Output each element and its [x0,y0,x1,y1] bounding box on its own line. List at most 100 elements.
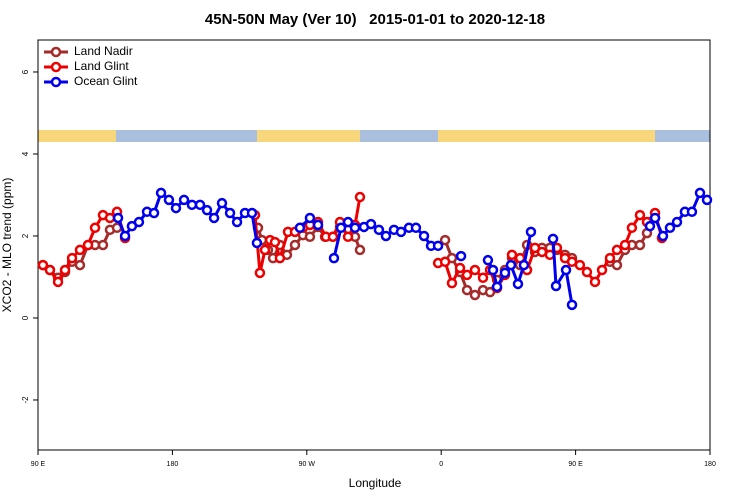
data-point [671,216,683,228]
data-point [178,194,190,206]
data-point [550,280,562,292]
data-point [596,264,608,276]
data-point [439,234,451,246]
land-strip [438,130,655,142]
data-point [294,222,306,234]
data-point [664,222,676,234]
data-point [518,259,530,271]
data-point [52,276,64,288]
data-point [446,277,458,289]
data-point [686,206,698,218]
data-point [461,284,473,296]
data-point [231,216,243,228]
y-tick-label: 4 [21,151,30,156]
data-point [328,252,340,264]
map-strip [38,130,710,142]
data-point [506,249,518,261]
y-tick-label: 6 [21,69,30,74]
data-point [148,207,160,219]
land-strip [38,130,116,142]
data-point [246,207,258,219]
data-point [634,239,646,251]
y-tick-label: 2 [21,233,30,238]
data-point [395,226,407,238]
data-point [186,199,198,211]
plot-frame [37,39,711,451]
data-point [469,289,481,301]
data-point [201,204,213,216]
y-tick-label: -2 [21,396,30,404]
data-point [365,218,377,230]
data-point [170,202,182,214]
data-point [342,216,354,228]
data-point [410,222,422,234]
data-point [304,231,316,243]
land-strip [257,130,360,142]
data-point [477,272,489,284]
data-point [581,266,593,278]
data-point [454,262,466,274]
data-point [487,264,499,276]
x-axis-label: Longitude [349,476,402,490]
data-point [312,219,324,231]
data-point [335,222,347,234]
data-point [112,212,124,224]
data-point [104,212,116,224]
data-point [274,252,286,264]
legend-label: Land Glint [74,59,129,73]
x-tick-label: 180 [167,461,179,468]
data-point [482,254,494,266]
data-point [547,233,559,245]
data-point [354,191,366,203]
data-point [133,216,145,228]
data-point [354,244,366,256]
data-point [155,187,167,199]
x-tick-label: 90 E [31,461,46,468]
data-point [194,199,206,211]
data-point [349,222,361,234]
data-point [525,226,537,238]
data-point [461,269,473,281]
x-tick-label: 180 [704,461,716,468]
data-point [604,252,616,264]
data-point [304,212,316,224]
data-point [649,212,661,224]
legend-marker [50,61,62,73]
data-point [455,250,467,262]
data-point [97,239,109,251]
data-point [82,239,94,251]
data-point [208,212,220,224]
data-point [44,264,56,276]
x-tick-label: 0 [439,461,443,468]
x-tick-label: 90 E [568,461,583,468]
data-point [491,281,503,293]
data-point [634,209,646,221]
data-point [373,224,385,236]
data-point [499,267,511,279]
data-point [505,259,517,271]
data-point [589,276,601,288]
data-point [342,231,354,243]
data-point [289,239,301,251]
data-point [259,244,271,256]
x-tick-label: 90 W [299,461,316,468]
data-point [619,239,631,251]
data-point [163,194,175,206]
data-point [611,244,623,256]
data-point [89,222,101,234]
data-point [566,299,578,311]
data-point [611,259,623,271]
legend-label: Land Nadir [74,44,133,58]
data-point [694,187,706,199]
data-point [701,194,713,206]
data-point [74,259,86,271]
data-point [380,230,392,242]
data-point [37,259,49,271]
data-point [432,240,444,252]
legend-label: Ocean Glint [74,74,138,88]
y-axis-label: XCO2 - MLO trend (ppm) [0,178,14,313]
data-point [216,197,228,209]
